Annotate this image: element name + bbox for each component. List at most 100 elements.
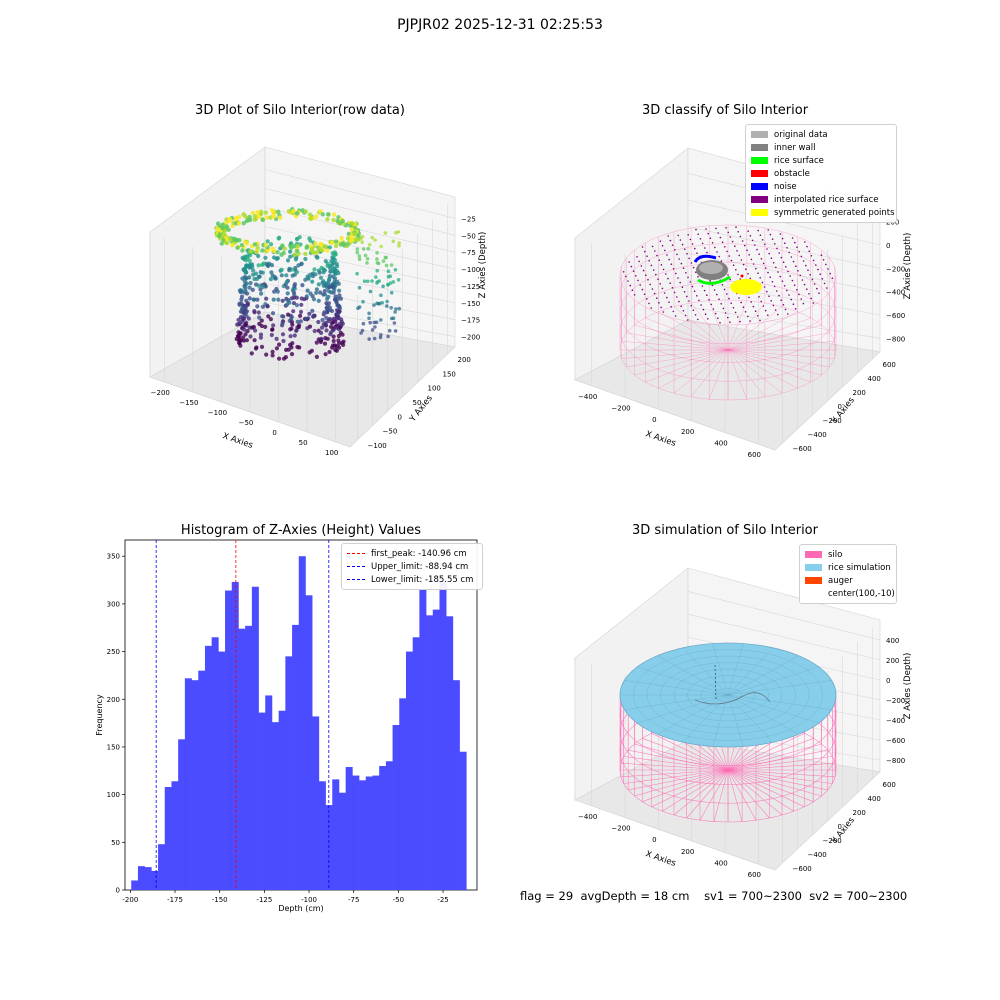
raw-data-point [219, 241, 224, 246]
interpolated-surface-point [660, 264, 663, 266]
interpolated-surface-point [690, 304, 692, 307]
classify-grid-z [687, 253, 881, 292]
simulation-plot-title: 3D simulation of Silo Interior [632, 523, 818, 538]
raw-data-point [365, 261, 369, 265]
legend-swatch [751, 170, 768, 177]
raw-data-point [243, 322, 248, 327]
raw-data-point [360, 234, 365, 239]
histogram-bar [211, 637, 219, 890]
interpolated-surface-point [802, 302, 805, 305]
interpolated-surface-point [751, 239, 754, 242]
interpolated-surface-point [800, 255, 803, 258]
interpolated-surface-point [772, 262, 775, 264]
raw-data-point [356, 237, 360, 242]
raw-data-point [318, 275, 324, 280]
raw-data-point [381, 284, 385, 289]
interpolated-surface-point [679, 239, 682, 241]
simulation-silo-spoke [727, 769, 836, 778]
raw-y-tick: 100 [428, 385, 441, 393]
raw-data-point [304, 294, 309, 299]
interpolated-surface-point [683, 291, 686, 293]
raw-data-point [289, 296, 294, 301]
raw-data-point [310, 308, 315, 313]
raw-data-point [220, 225, 225, 231]
interpolated-surface-point [677, 234, 679, 237]
interpolated-surface-point [668, 301, 670, 304]
legend-entry: silo [805, 548, 891, 561]
interpolated-surface-point [827, 268, 829, 270]
interpolated-surface-point [680, 262, 683, 265]
raw-data-point [303, 251, 308, 257]
raw-data-point [250, 264, 255, 269]
interpolated-surface-point [622, 271, 625, 273]
interpolated-surface-point [645, 274, 647, 277]
classify-silo-spoke [727, 317, 811, 351]
raw-data-point [272, 255, 277, 260]
raw-data-point [294, 248, 300, 254]
raw-data-point [370, 328, 375, 332]
interpolated-surface-point [647, 279, 649, 281]
raw-data-point [265, 248, 270, 253]
sv1-value: sv1 = 700~2300 [704, 889, 802, 903]
raw-data-point [258, 335, 263, 340]
simulation-z-tick: 400 [886, 637, 899, 645]
raw-data-point [331, 274, 336, 279]
classify-silo-spoke [727, 349, 766, 398]
raw-data-point [385, 299, 389, 304]
histogram-bar [158, 844, 166, 890]
raw-grid-z [264, 302, 456, 337]
interpolated-surface-point [669, 282, 671, 285]
classify-silo-spoke [645, 349, 729, 383]
raw-data-point [224, 224, 229, 229]
raw-data-point [355, 247, 360, 251]
classify-silo-spoke [621, 341, 729, 351]
raw-data-point [250, 287, 255, 292]
interpolated-surface-point [667, 277, 669, 280]
raw-data-point [284, 280, 289, 285]
interpolated-surface-point [697, 276, 699, 278]
interpolated-surface-point [808, 293, 810, 295]
legend-entry: Lower_limit: -185.55 cm [347, 573, 477, 586]
interpolated-surface-point [716, 293, 718, 296]
interpolated-surface-point [809, 274, 811, 276]
raw-data-plot-title: 3D Plot of Silo Interior(row data) [195, 103, 405, 118]
interpolated-surface-point [671, 287, 674, 289]
histogram-bar [312, 716, 320, 890]
raw-data-point [323, 352, 328, 357]
interpolated-surface-point [682, 310, 685, 312]
raw-y-tick: 0 [398, 413, 402, 421]
raw-data-point [335, 303, 341, 308]
raw-data-point [270, 246, 276, 251]
raw-data-point [249, 351, 254, 356]
status-footer: flag = 29 avgDepth = 18 cm sv1 = 700~230… [520, 889, 907, 903]
raw-data-point [383, 231, 388, 235]
raw-data-point [271, 297, 276, 302]
interpolated-surface-point [776, 290, 778, 292]
raw-data-point [263, 242, 268, 248]
raw-data-point [242, 327, 247, 332]
interpolated-surface-point [661, 287, 664, 290]
simulation-silo-spoke [727, 769, 743, 822]
raw-data-point [287, 266, 292, 271]
raw-data-point [311, 297, 317, 302]
interpolated-surface-point [772, 304, 775, 307]
raw-data-point [310, 279, 315, 284]
interpolated-surface-point [791, 279, 794, 282]
interpolated-surface-point [815, 264, 817, 266]
classify-silo-spoke [708, 349, 729, 400]
interpolated-surface-point [767, 314, 769, 317]
raw-data-point [307, 324, 313, 329]
mesh-ring [633, 649, 823, 741]
interpolated-surface-point [822, 259, 825, 261]
raw-data-point [259, 211, 264, 217]
raw-data-point [316, 268, 321, 273]
raw-data-point [386, 269, 391, 274]
simulation-silo-spoke [727, 762, 836, 771]
raw-data-point [393, 268, 398, 272]
interpolated-surface-point [632, 270, 635, 273]
raw-data-point [280, 298, 285, 303]
interpolated-surface-point [806, 288, 808, 291]
interpolated-surface-point [716, 251, 718, 253]
raw-data-point [304, 316, 309, 321]
raw-data-point [335, 279, 340, 284]
